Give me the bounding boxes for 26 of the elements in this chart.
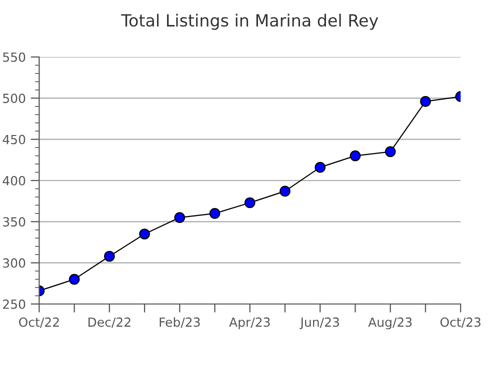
x-tick-label: Oct/22 (19, 317, 59, 328)
x-tick-label: Apr/23 (229, 317, 270, 330)
y-tick-label: 500 (3, 94, 26, 104)
point (139, 228, 150, 240)
point (209, 208, 220, 219)
x-tick-label: Feb/23 (160, 317, 200, 328)
x-tick-label: Jun/23 (300, 317, 339, 330)
x-tick-label: Oct/23 (440, 317, 480, 328)
x-tick-label: Aug/23 (368, 317, 412, 330)
chart-title: Total Listings in Marina del Rey (121, 14, 378, 30)
point (68, 274, 80, 285)
point (384, 146, 396, 158)
y-tick-label: 550 (3, 52, 26, 62)
point (280, 186, 290, 197)
point (350, 150, 361, 162)
y-tick-label: 300 (3, 258, 26, 268)
y-tick-label: 400 (2, 176, 26, 186)
y-tick-label: 350 (3, 217, 26, 227)
point (244, 197, 256, 208)
y-tick-label: 450 (2, 134, 26, 144)
point (104, 250, 115, 262)
point (174, 212, 186, 223)
y-tick-label: 250 (3, 299, 26, 309)
x-tick-label: Dec/22 (88, 317, 130, 328)
point (314, 162, 326, 173)
point (420, 96, 431, 107)
